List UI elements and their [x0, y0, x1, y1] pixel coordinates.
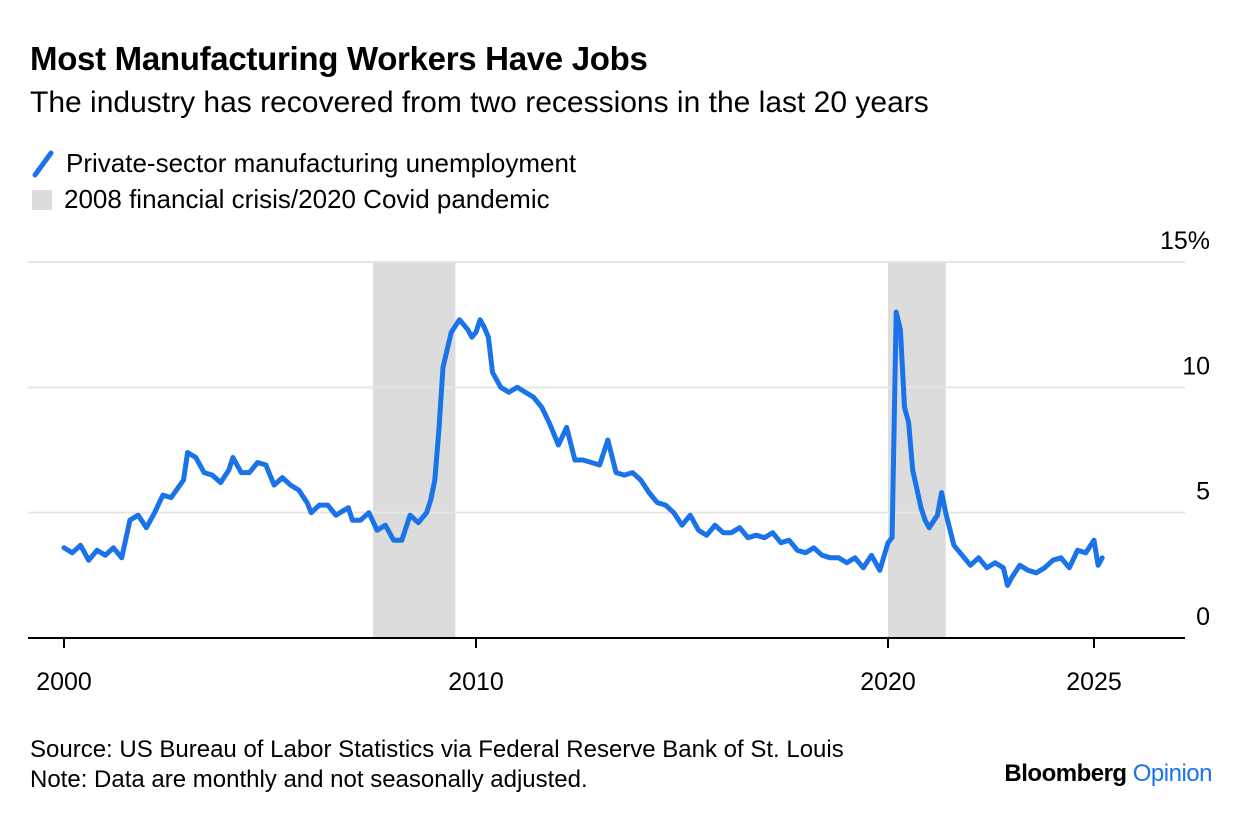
- legend-item-band: 2008 financial crisis/2020 Covid pandemi…: [32, 184, 550, 215]
- note-text: Note: Data are monthly and not seasonall…: [30, 766, 588, 793]
- brand-name: Bloomberg: [1004, 760, 1127, 787]
- y-tick-label: 15%: [1160, 227, 1210, 255]
- x-tick-label: 2010: [448, 668, 504, 696]
- source-note: Source: US Bureau of Labor Statistics vi…: [30, 735, 844, 795]
- source-text: Source: US Bureau of Labor Statistics vi…: [30, 736, 844, 763]
- legend-line-icon: [32, 150, 54, 177]
- x-tick-label: 2025: [1066, 668, 1122, 696]
- series-line-0: [61, 309, 1105, 588]
- legend-band-swatch: [32, 189, 52, 210]
- x-tick-label: 2000: [36, 668, 92, 696]
- recession-band-0: [373, 262, 456, 638]
- legend-line-label: Private-sector manufacturing unemploymen…: [66, 148, 577, 178]
- legend-item-line: Private-sector manufacturing unemploymen…: [32, 148, 576, 179]
- chart-title: Most Manufacturing Workers Have Jobs: [30, 40, 648, 77]
- y-tick-label: 0: [1196, 603, 1210, 631]
- y-tick-label: 10: [1182, 352, 1210, 380]
- chart-subtitle: The industry has recovered from two rece…: [30, 86, 929, 119]
- brand-suffix: Opinion: [1132, 760, 1213, 787]
- x-tick-label: 2020: [860, 668, 916, 696]
- y-tick-label: 5: [1196, 478, 1210, 506]
- brand-logo: Bloomberg Opinion: [1004, 760, 1212, 788]
- legend-band-label: 2008 financial crisis/2020 Covid pandemi…: [64, 184, 550, 214]
